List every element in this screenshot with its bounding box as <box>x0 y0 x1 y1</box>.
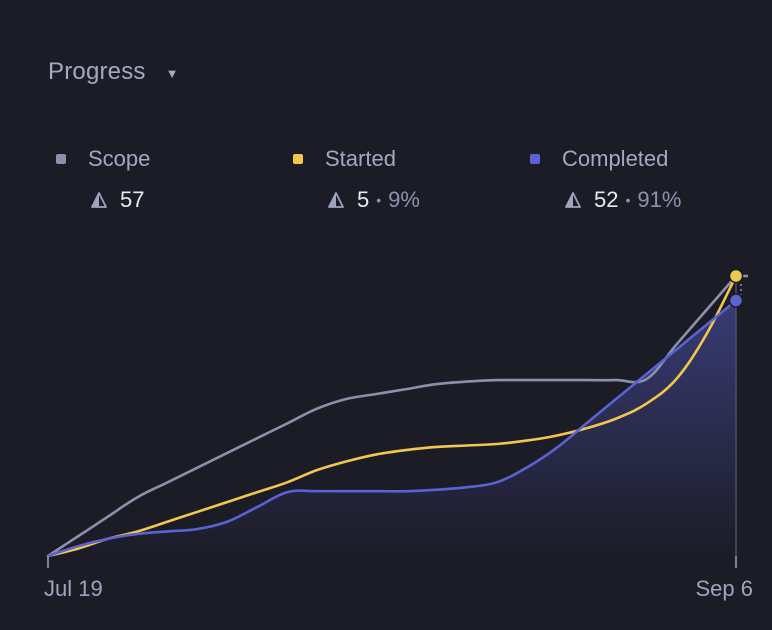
completed-value: 52 <box>594 187 619 212</box>
legend-item-completed: Completed 52 • 91% <box>522 144 681 214</box>
x-axis-start-label: Jul 19 <box>44 576 103 601</box>
legend-item-scope: Scope 57 <box>48 144 150 214</box>
estimate-icon <box>328 192 344 208</box>
completed-area <box>48 300 736 556</box>
legend-label-completed: Completed <box>562 146 669 171</box>
started-swatch <box>293 154 303 164</box>
legend-item-started: Started 5 • 9% <box>285 144 420 214</box>
marker-layer <box>728 268 744 308</box>
separator-dot: • <box>376 192 382 208</box>
progress-dropdown[interactable]: Progress ▼ <box>48 58 179 86</box>
started-percent: 9% <box>388 187 420 212</box>
scope-swatch <box>56 154 66 164</box>
series-line-completed <box>46 299 738 558</box>
series-line-started <box>46 274 738 558</box>
area-layer <box>48 300 736 556</box>
separator-dot: • <box>625 192 631 208</box>
series-line-scope <box>46 274 738 558</box>
chevron-down-icon: ▼ <box>165 65 179 81</box>
started-end-marker[interactable] <box>728 268 744 284</box>
legend-label-started: Started <box>325 146 396 171</box>
x-axis-end-label: Sep 6 <box>696 576 754 601</box>
completed-swatch <box>530 154 540 164</box>
completed-end-marker[interactable] <box>728 293 744 308</box>
estimate-icon <box>91 192 107 208</box>
page-title: Progress <box>48 58 146 85</box>
scope-value: 57 <box>120 187 145 212</box>
legend-label-scope: Scope <box>88 146 151 171</box>
x-axis: Jul 19 Sep 6 <box>44 276 753 601</box>
estimate-icon <box>565 192 581 208</box>
line-layer <box>46 274 748 558</box>
completed-percent: 91% <box>637 187 682 212</box>
started-value: 5 <box>357 187 370 212</box>
